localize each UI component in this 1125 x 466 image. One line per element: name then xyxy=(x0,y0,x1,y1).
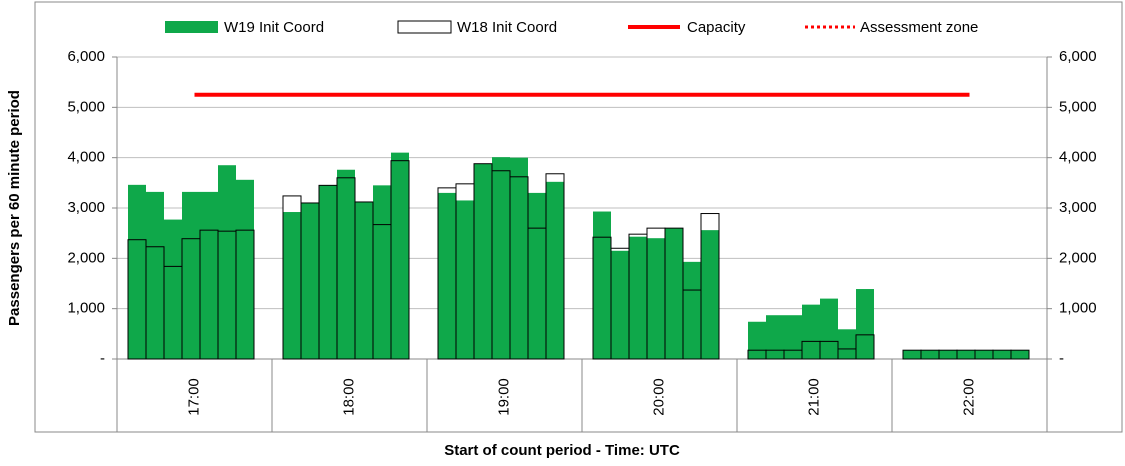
legend-label: W19 Init Coord xyxy=(224,19,324,36)
bar xyxy=(200,191,218,359)
bar xyxy=(647,238,665,359)
bar xyxy=(993,350,1011,359)
y-tick-label: 4,000 xyxy=(67,149,105,166)
bar xyxy=(975,350,993,359)
bar xyxy=(283,212,301,359)
y2-tick-label: 6,000 xyxy=(1059,48,1097,65)
bar xyxy=(546,181,564,359)
bar xyxy=(182,191,200,359)
y2-tick-label: 1,000 xyxy=(1059,300,1097,317)
bar xyxy=(838,329,856,359)
x-tick-label: 19:00 xyxy=(495,378,512,416)
bar xyxy=(683,261,701,359)
bar xyxy=(373,185,391,359)
bar xyxy=(319,185,337,359)
bar-outline xyxy=(545,173,565,360)
bar xyxy=(856,289,874,359)
bar xyxy=(510,157,528,359)
bar xyxy=(528,192,546,359)
bar xyxy=(957,350,975,359)
x-tick-label: 18:00 xyxy=(340,378,357,416)
x-axis-title: Start of count period - Time: UTC xyxy=(444,442,680,459)
bar xyxy=(701,230,719,359)
bar xyxy=(391,152,409,359)
bar xyxy=(456,200,474,359)
bar xyxy=(492,157,510,359)
legend-swatch xyxy=(165,21,218,33)
y-tick-label: 6,000 xyxy=(67,48,105,65)
bar xyxy=(748,321,766,359)
y2-tick-label: 2,000 xyxy=(1059,249,1097,266)
bar xyxy=(164,219,182,359)
legend-label: Capacity xyxy=(687,19,746,36)
legend-label: Assessment zone xyxy=(860,19,978,36)
y-tick-label: 2,000 xyxy=(67,249,105,266)
bar xyxy=(474,163,492,359)
y-tick-label: - xyxy=(100,350,105,367)
bar-outline xyxy=(235,229,255,360)
bar xyxy=(611,250,629,359)
bar xyxy=(301,202,319,359)
bar-outline xyxy=(1010,349,1030,360)
x-tick-label: 22:00 xyxy=(960,378,977,416)
bar xyxy=(128,184,146,359)
bar xyxy=(438,192,456,359)
bar xyxy=(218,165,236,359)
legend-swatch xyxy=(397,20,452,34)
y-tick-label: 1,000 xyxy=(67,300,105,317)
y-tick-label: 3,000 xyxy=(67,199,105,216)
y-axis-title: Passengers per 60 minute period xyxy=(6,90,23,326)
bar xyxy=(784,315,802,359)
bar xyxy=(820,298,838,359)
bar xyxy=(903,350,921,359)
bar xyxy=(766,315,784,359)
bar-outline xyxy=(855,334,875,360)
y-tick-label: 5,000 xyxy=(67,98,105,115)
bar-outline xyxy=(700,213,720,360)
bar xyxy=(337,169,355,359)
bar xyxy=(593,211,611,359)
x-tick-label: 21:00 xyxy=(805,378,822,416)
y2-tick-label: 5,000 xyxy=(1059,98,1097,115)
x-tick-label: 17:00 xyxy=(185,378,202,416)
bar xyxy=(146,191,164,359)
y2-tick-label: - xyxy=(1059,350,1064,367)
y2-tick-label: 4,000 xyxy=(1059,149,1097,166)
x-tick-label: 20:00 xyxy=(650,378,667,416)
bar-outline xyxy=(390,160,410,360)
y2-tick-label: 3,000 xyxy=(1059,199,1097,216)
bar xyxy=(802,304,820,359)
bar xyxy=(939,350,957,359)
bar xyxy=(355,201,373,359)
bar xyxy=(236,179,254,359)
bar xyxy=(629,236,647,359)
bar xyxy=(665,228,683,359)
legend-label: W18 Init Coord xyxy=(457,19,557,36)
bar xyxy=(921,350,939,359)
bar xyxy=(1011,350,1029,359)
